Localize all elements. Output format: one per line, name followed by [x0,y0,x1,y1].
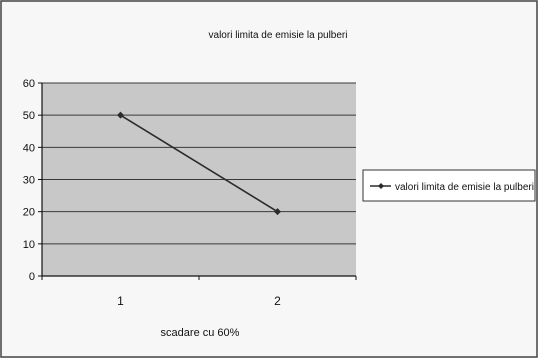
gridlines [42,82,356,245]
x-tick-label-0: 1 [117,294,124,308]
data-point-0-1 [274,208,281,216]
x-axis-label: scadare cu 60% [161,327,240,339]
legend-box [362,169,536,202]
legend-point-marker [378,183,384,189]
y-tick-label-6: 60 [23,78,35,90]
y-tick-label-2: 20 [23,207,35,219]
x-tick-label-1: 2 [274,294,281,308]
y-axis-ticks: 0 10 20 30 40 50 60 [23,78,42,283]
y-tick-label-5: 50 [23,110,35,122]
chart-title: valori limita de emisie la pulberi [209,30,348,41]
series-lines [117,111,281,216]
data-point-0-0 [117,111,124,119]
y-tick-label-4: 40 [23,142,35,154]
y-tick-label-1: 10 [23,239,35,251]
series-line-0 [120,114,278,213]
legend-entry: valori limita de emisie la pulberi [395,182,534,193]
y-tick-label-0: 0 [29,271,35,283]
y-tick-label-3: 30 [23,175,35,187]
